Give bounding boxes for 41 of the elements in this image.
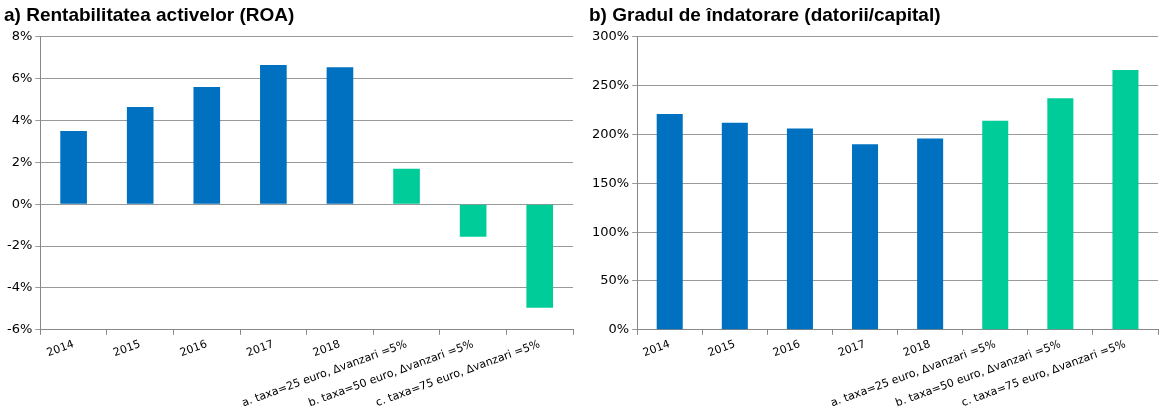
chart-title: a) Rentabilitatea activelor (ROA) (4, 3, 295, 25)
bar (326, 67, 354, 204)
bar (393, 168, 420, 204)
y-tick-label: 4% (11, 111, 33, 127)
bar (126, 106, 154, 204)
bar (1112, 70, 1139, 330)
y-tick-label: 2% (11, 153, 33, 169)
y-tick-label: 150% (591, 174, 630, 190)
y-tick-label: -6% (6, 321, 33, 337)
y-tick-label: -4% (6, 279, 33, 295)
y-tick-label: 6% (11, 70, 33, 86)
x-tick-label: 2014 (44, 337, 76, 360)
y-tick-label: 300% (591, 28, 630, 44)
y-tick-label: 100% (591, 223, 630, 239)
bar (721, 122, 748, 330)
x-tick-label: 2015 (706, 337, 737, 360)
bar (656, 113, 683, 330)
x-tick-label: 2016 (771, 337, 802, 360)
bar (526, 204, 554, 308)
y-tick-label: 200% (591, 125, 630, 141)
y-tick-label: 8% (11, 28, 33, 44)
x-tick-label: 2017 (244, 337, 276, 360)
chart-title: b) Gradul de îndatorare (datorii/capital) (589, 3, 941, 25)
bar (917, 138, 944, 330)
bar (193, 87, 221, 204)
x-tick-label: 2014 (640, 337, 672, 360)
bar (60, 130, 87, 204)
bar (852, 144, 879, 330)
bar (982, 120, 1009, 330)
y-tick-label: 50% (600, 272, 630, 288)
y-tick-label: 0% (11, 195, 33, 211)
y-tick-label: 0% (608, 321, 630, 337)
y-tick-label: -2% (6, 237, 33, 253)
y-tick-label: 250% (591, 77, 630, 93)
bar (786, 128, 813, 330)
x-tick-label: 2016 (178, 337, 209, 360)
x-tick-label: 2017 (836, 337, 868, 360)
x-tick-label: 2015 (111, 337, 143, 360)
bar (1047, 98, 1074, 330)
bar (260, 65, 287, 204)
bar (459, 204, 487, 237)
